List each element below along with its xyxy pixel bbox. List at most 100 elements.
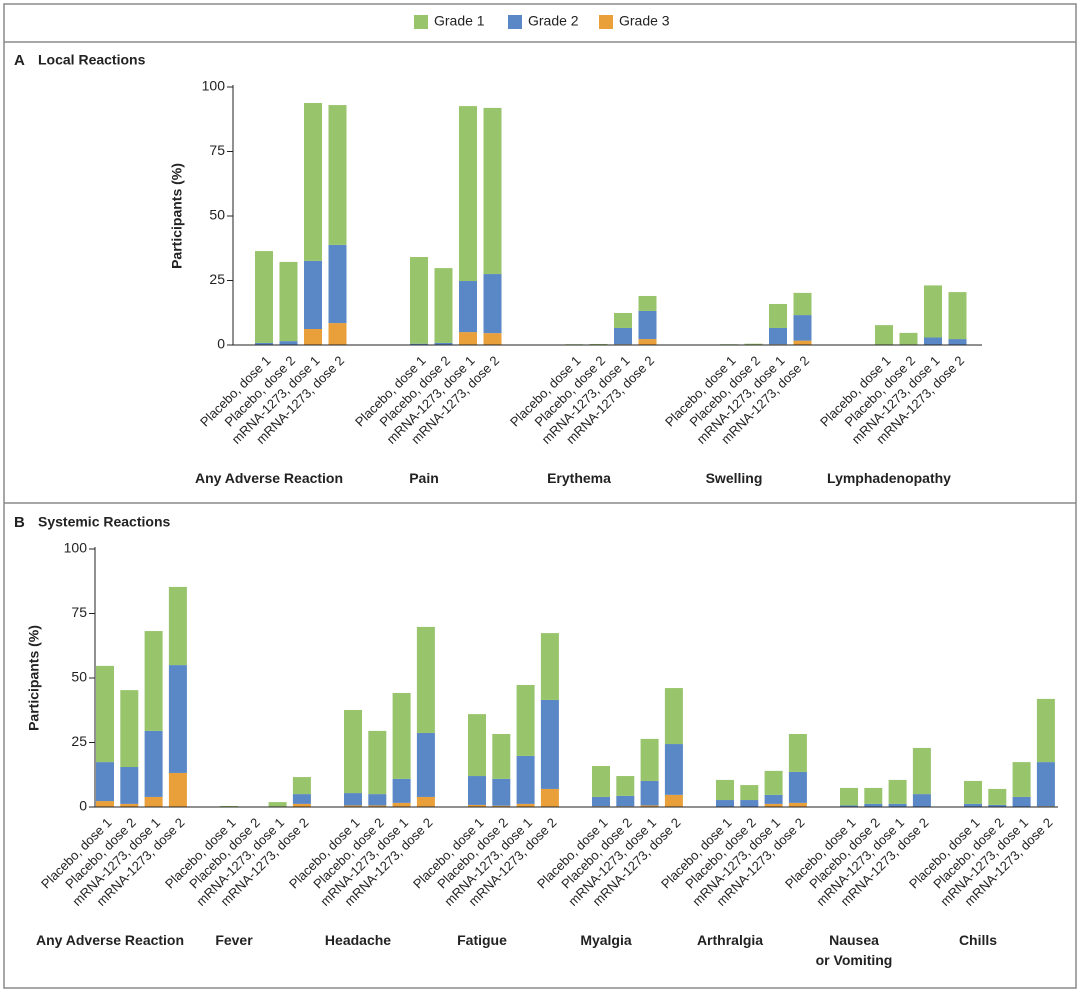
bar-segment [638,295,657,311]
panel-label: B [14,514,25,531]
bar-segment [638,310,657,340]
bar-segment [120,690,139,768]
bar-segment [483,274,502,334]
group-label: Arthralgia [696,932,764,948]
bar-segment [144,730,163,797]
y-tick-label: 50 [71,669,87,685]
bar-segment [589,343,608,345]
bar-segment [764,803,783,807]
bar-segment [459,106,477,282]
bar-segment [788,802,807,807]
y-tick-label: 100 [202,78,226,94]
bar-segment [875,325,893,345]
group-label: Lymphadenopathy [827,470,951,486]
legend-label: Grade 2 [528,13,579,29]
bar-segment [912,794,931,807]
bar-segment [616,776,635,796]
bar-segment [144,796,163,807]
bar-segment [638,339,657,345]
bar-segment [492,805,511,807]
group-label: Erythema [547,470,611,486]
bar-segment [516,755,535,804]
legend-label: Grade 3 [619,13,670,29]
bar-segment [614,313,632,328]
bar-segment [793,292,812,316]
bar-segment [540,788,559,807]
bar-segment [1036,762,1055,807]
bar-segment [664,744,683,795]
bar-segment [764,794,783,804]
bar-segment [592,796,610,807]
bar-segment [96,762,114,802]
bar-segment [144,631,163,731]
bar-segment [614,327,632,345]
bar-segment [840,787,858,806]
bar-segment [664,794,683,807]
bar-segment [255,251,273,343]
bar-segment [279,341,298,345]
bar-segment [924,337,942,345]
bar-segment [788,771,807,803]
y-tick-label: 0 [217,336,225,352]
bar-segment [434,268,453,343]
bar-segment [344,793,362,806]
bar-segment [1012,796,1031,807]
bar-segment [416,796,435,807]
bar-segment [292,777,311,795]
group-label: Chills [958,932,998,948]
bar-segment [279,261,298,342]
bar-segment [769,303,787,328]
bar-segment [392,692,411,779]
panel-title: Systemic Reactions [38,514,170,530]
bar-segment [96,801,114,807]
bar-segment [220,805,238,807]
bar-segment [410,343,428,345]
bar-segment [96,665,114,763]
bar-segment [255,342,273,345]
bar-segment [292,794,311,804]
bar-segment [516,803,535,807]
bar-segment [168,586,187,666]
bar-segment [899,332,918,345]
bar-segment [640,780,659,806]
bar-segment [888,803,907,807]
bar-segment [344,709,362,794]
bar-segment [716,779,734,801]
bar-segment [434,342,453,345]
bar-segment [516,684,535,756]
y-tick-label: 75 [209,142,225,158]
bar-segment [416,626,435,733]
bar-segment [304,329,322,345]
bar-segment [304,260,322,330]
bar-segment [168,772,187,807]
bar-segment [864,787,883,804]
group-label: Pain [409,470,439,486]
bar-segment [168,665,187,773]
bar-segment [468,804,486,807]
group-label: Any Adverse Reaction [194,470,344,486]
bar-segment [964,780,982,804]
bar-segment [344,805,362,807]
legend-swatch [508,15,522,29]
bar-segment [459,281,477,333]
bar-segment [840,805,858,807]
bar-segment [716,800,734,807]
bar-segment [640,738,659,781]
bar-segment [540,699,559,789]
bar-segment [764,770,783,795]
bar-segment [740,785,759,801]
bar-segment [492,733,511,779]
bar-segment [640,805,659,807]
bar-segment [410,257,428,344]
bar-segment [416,732,435,797]
bar-segment [368,794,387,806]
bar-segment [468,776,486,805]
bar-segment [468,714,486,777]
bar-segment [788,733,807,772]
y-tick-label: 25 [71,733,87,749]
bar-segment [459,332,477,345]
bar-segment [964,803,982,807]
y-axis-title: Participants (%) [169,163,185,269]
bar-segment [1036,698,1055,763]
